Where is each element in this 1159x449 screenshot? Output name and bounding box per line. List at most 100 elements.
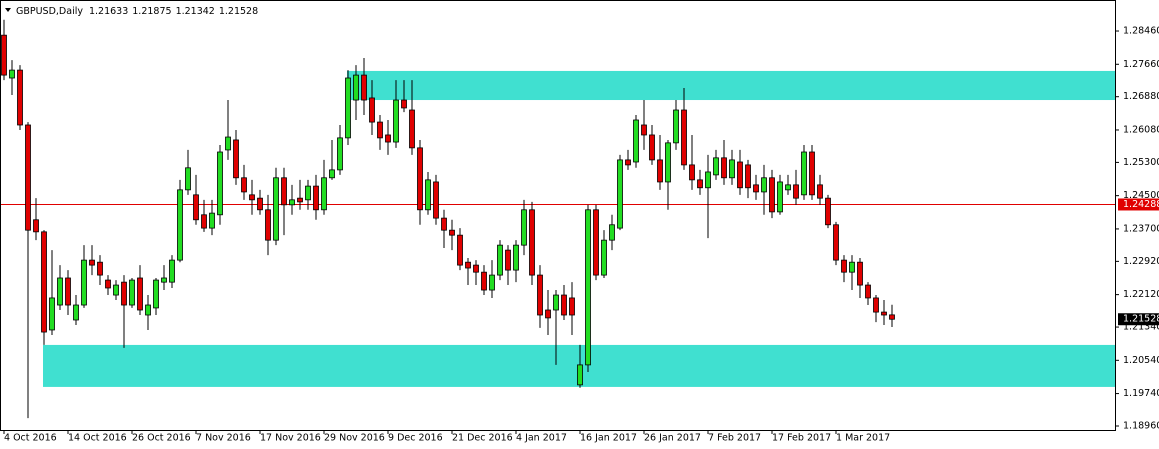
candle-body [241, 177, 247, 193]
price-label: 1.21528 [1123, 314, 1159, 325]
menu-arrow[interactable] [5, 8, 11, 12]
candle-body [209, 212, 215, 229]
candle-body [89, 259, 95, 266]
header-open: 1.21633 [89, 6, 128, 17]
candle-body [361, 74, 367, 101]
chart-title: GBPUSD,Daily [16, 6, 83, 17]
candle-body [585, 209, 591, 366]
candle-body [153, 279, 159, 309]
price-label-box [1118, 313, 1159, 326]
candle-body [113, 284, 119, 296]
candle-body [721, 157, 727, 179]
candle-body [17, 69, 23, 126]
candle-body [433, 181, 439, 219]
candle-body [753, 184, 759, 193]
candle-body [289, 199, 295, 206]
x-tick-label: 4 Jan 2017 [516, 433, 567, 444]
candle-body [649, 134, 655, 161]
candle-body [329, 169, 335, 179]
candle-body [873, 297, 879, 313]
y-tick-label: 1.24500 [1123, 190, 1159, 201]
x-tick-label: 26 Oct 2016 [132, 433, 191, 444]
candle-body [697, 179, 703, 189]
candle-body [177, 189, 183, 261]
candle-body [345, 77, 351, 139]
candle-body [193, 194, 199, 221]
candle-body [425, 179, 431, 211]
candle-body [561, 294, 567, 316]
candle-body [457, 234, 463, 266]
chart-header: GBPUSD,Daily 1.21633 1.21875 1.21342 1.21528 [16, 6, 258, 17]
y-tick-label: 1.19740 [1123, 388, 1159, 399]
x-tick-label: 14 Oct 2016 [68, 433, 127, 444]
candle-body [161, 277, 167, 283]
hline-label: 1.24288 [1123, 199, 1159, 210]
candle-body [1, 34, 7, 76]
candle-body [249, 194, 255, 201]
candle-body [497, 244, 503, 276]
candle-body [41, 231, 47, 333]
candle-body [105, 279, 111, 289]
candle-body [681, 109, 687, 166]
y-tick-label: 1.28460 [1123, 26, 1159, 37]
candle-body [201, 214, 207, 229]
candle-body [97, 261, 103, 276]
candle-body [377, 121, 383, 139]
candle-body [505, 249, 511, 271]
candle-body [25, 124, 31, 231]
candle-body [553, 294, 559, 311]
x-tick-label: 17 Feb 2017 [772, 433, 831, 444]
candle-body [441, 217, 447, 231]
candle-body [577, 364, 583, 386]
y-tick-label: 1.25300 [1123, 157, 1159, 168]
candle-body [841, 259, 847, 273]
candle-body [713, 157, 719, 176]
candle-body [185, 167, 191, 191]
candle-body [633, 119, 639, 163]
candle-body [777, 181, 783, 213]
candle-body [257, 197, 263, 211]
candle-body [809, 151, 815, 196]
candle-body [849, 261, 855, 273]
candle-body [673, 109, 679, 144]
candle-body [793, 184, 799, 199]
candle-body [297, 197, 303, 203]
candle-body [481, 271, 487, 291]
candle-body [625, 159, 631, 166]
candle-body [57, 277, 63, 306]
x-tick-label: 4 Oct 2016 [4, 433, 57, 444]
candle-body [401, 99, 407, 109]
y-tick-label: 1.21340 [1123, 322, 1159, 333]
candle-body [417, 147, 423, 211]
zone [347, 70, 1115, 101]
candle-body [449, 229, 455, 236]
candle-body [353, 74, 359, 101]
candle-body [473, 264, 479, 273]
candle-body [73, 304, 79, 321]
candle-body [489, 274, 495, 291]
candle-body [409, 109, 415, 149]
candle-body [769, 177, 775, 213]
candle-body [537, 274, 543, 316]
candle-body [265, 209, 271, 241]
candle-body [801, 151, 807, 196]
candle-body [641, 124, 647, 136]
candle-body [369, 97, 375, 123]
candle-body [137, 277, 143, 311]
candle-body [225, 136, 231, 151]
candle-body [321, 177, 327, 211]
candle-body [865, 284, 871, 299]
candle-body [233, 139, 239, 179]
candle-body [337, 137, 343, 171]
plot-frame [0, 0, 1116, 431]
y-tick-label: 1.20540 [1123, 355, 1159, 366]
header-close: 1.21528 [219, 6, 258, 17]
candle-body [657, 159, 663, 183]
candle-body [305, 185, 311, 201]
x-tick-label: 17 Nov 2016 [260, 433, 321, 444]
y-tick-label: 1.22920 [1123, 256, 1159, 267]
candle-body [121, 281, 127, 306]
candle-body [281, 177, 287, 206]
y-tick-label: 1.18960 [1123, 421, 1159, 432]
header-high: 1.21875 [132, 6, 171, 17]
